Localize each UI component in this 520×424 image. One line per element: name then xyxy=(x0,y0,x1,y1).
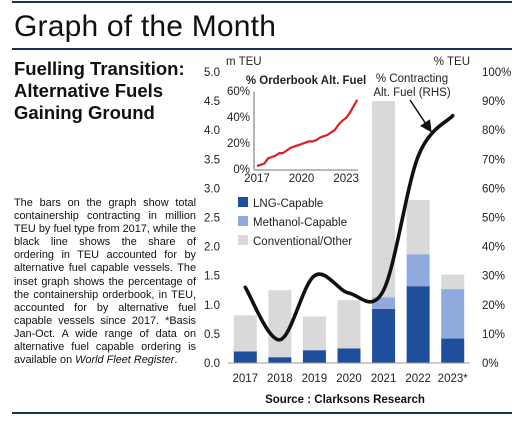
x-tick-label: 2019 xyxy=(302,373,328,385)
legend: LNG-Capable Methanol-Capable Conventional/… xyxy=(238,197,352,248)
inset-x-tick: 2020 xyxy=(289,173,315,185)
bar-lng-capable-2018 xyxy=(268,357,292,363)
right-tick-label: 50% xyxy=(482,213,505,225)
bar-conventional-other-2019 xyxy=(302,316,326,351)
left-tick-label: 3.0 xyxy=(204,183,220,195)
body-text-italic: World Fleet Register xyxy=(75,354,175,367)
legend-label: Methanol-Capable xyxy=(253,217,347,229)
right-tick-label: 40% xyxy=(482,242,505,254)
left-tick-label: 2.5 xyxy=(204,213,220,225)
inset-y-tick: 40% xyxy=(227,112,250,124)
inset-y-tick: 60% xyxy=(227,86,250,98)
bar-methanol-capable-2023 xyxy=(441,289,465,339)
right-tick-label: 20% xyxy=(482,300,505,312)
bottom-frame-rule xyxy=(12,412,512,414)
inset-background xyxy=(250,70,364,192)
right-tick-label: 100% xyxy=(482,67,511,79)
bar-conventional-other-2017 xyxy=(233,315,257,352)
line-annotation-line1: % Contracting xyxy=(376,73,448,85)
bar-conventional-other-2020 xyxy=(337,300,361,349)
right-tick-label: 80% xyxy=(482,125,505,137)
x-tick-label: 2017 xyxy=(232,373,258,385)
inset-title: % Orderbook Alt. Fuel xyxy=(246,75,366,87)
x-tick-label: 2021 xyxy=(371,373,397,385)
inset-y-tick: 20% xyxy=(227,138,250,150)
annotation-arrow xyxy=(409,99,432,133)
bar-lng-capable-2022 xyxy=(406,286,430,363)
legend-swatch xyxy=(238,235,248,245)
legend-label: Conventional/Other xyxy=(253,236,352,248)
left-axis-label: m TEU xyxy=(226,56,262,68)
bar-conventional-other-2023 xyxy=(441,274,465,290)
top-frame-rule xyxy=(12,1,512,3)
bar-lng-capable-2020 xyxy=(337,348,361,363)
right-tick-label: 30% xyxy=(482,271,505,283)
left-axis-ticks: 0.0 0.5 1.0 1.5 2.0 2.5 3.0 3.5 4.0 4.5 5.0 xyxy=(204,67,220,370)
left-tick-label: 0.0 xyxy=(204,358,220,370)
page-subtitle: Fuelling Transition: Alternative Fuels G… xyxy=(14,58,185,123)
body-text-part1: The bars on the graph show total contain… xyxy=(14,197,196,367)
bar-series xyxy=(233,101,465,363)
bar-lng-capable-2017 xyxy=(233,351,257,363)
x-tick-label: 2020 xyxy=(336,373,362,385)
inset-chart: % Orderbook Alt. Fuel 0% 20% 40% 60% 2017 2020… xyxy=(227,70,366,192)
legend-swatch xyxy=(238,197,248,207)
title-divider xyxy=(12,48,512,50)
left-tick-label: 4.5 xyxy=(204,96,220,108)
bar-lng-capable-2021 xyxy=(372,308,396,363)
left-tick-label: 4.0 xyxy=(204,125,220,137)
bar-methanol-capable-2022 xyxy=(406,254,430,287)
left-tick-label: 1.0 xyxy=(204,300,220,312)
left-tick-label: 2.0 xyxy=(204,242,220,254)
right-axis-label: % TEU xyxy=(434,56,470,68)
left-tick-label: 1.5 xyxy=(204,271,220,283)
inset-y-tick: 0% xyxy=(233,164,250,176)
left-tick-label: 5.0 xyxy=(204,67,220,79)
right-tick-label: 60% xyxy=(482,183,505,195)
left-tick-label: 3.5 xyxy=(204,154,220,166)
x-tick-label: 2022 xyxy=(405,373,431,385)
inset-x-tick: 2023 xyxy=(333,173,359,185)
right-tick-label: 0% xyxy=(482,358,499,370)
bar-lng-capable-2023 xyxy=(441,338,465,363)
bar-lng-capable-2019 xyxy=(302,350,326,363)
legend-label: LNG-Capable xyxy=(253,198,323,210)
inset-orderbook-line xyxy=(256,99,359,168)
bar-methanol-capable-2021 xyxy=(372,297,396,309)
left-tick-label: 0.5 xyxy=(204,329,220,341)
source-note: Source : Clarksons Research xyxy=(265,394,425,406)
x-tick-label: 2018 xyxy=(267,373,293,385)
right-axis-ticks: 0% 10% 20% 30% 40% 50% 60% 70% 80% 90% 100% xyxy=(482,67,511,370)
right-tick-label: 90% xyxy=(482,96,505,108)
page-title: Graph of the Month xyxy=(14,10,277,43)
x-axis: 2017 2018 2019 2020 2021 2022 2023* xyxy=(228,362,470,385)
x-tick-label: 2023* xyxy=(438,373,469,385)
body-text-part2: . xyxy=(174,354,178,367)
bar-conventional-other-2018 xyxy=(268,290,292,358)
line-alt-fuel-share xyxy=(243,113,455,342)
bar-conventional-other-2021 xyxy=(372,101,396,298)
line-annotation-line2: Alt. Fuel (RHS) xyxy=(373,87,450,99)
body-text: The bars on the graph show total contain… xyxy=(14,197,196,367)
inset-x-tick: 2017 xyxy=(244,173,270,185)
right-tick-label: 70% xyxy=(482,154,505,166)
right-tick-label: 10% xyxy=(482,329,505,341)
legend-swatch xyxy=(238,216,248,226)
bar-conventional-other-2022 xyxy=(406,200,430,255)
line-series xyxy=(243,113,455,342)
